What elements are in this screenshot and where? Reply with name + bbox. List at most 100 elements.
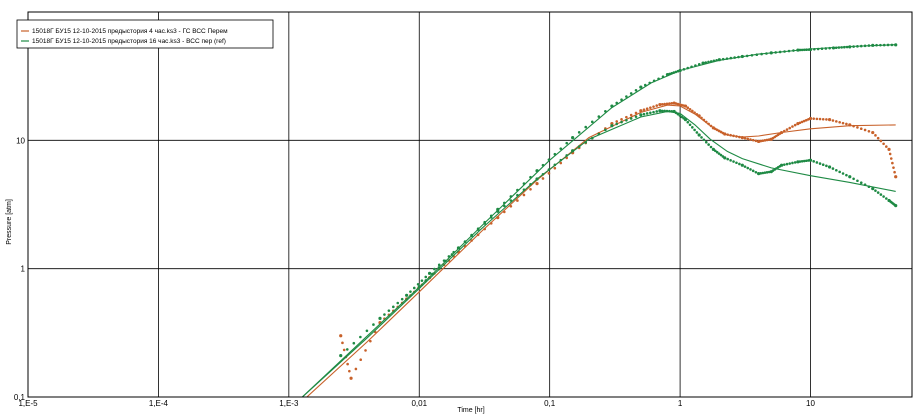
data-point: [629, 117, 633, 120]
plot-area: [301, 43, 898, 397]
plot-background: [28, 12, 912, 397]
data-point: [791, 125, 794, 128]
data-point: [763, 171, 767, 174]
data-point: [887, 147, 891, 151]
data-point: [686, 106, 690, 109]
data-point: [812, 160, 815, 163]
data-point: [749, 138, 752, 141]
data-point: [639, 85, 643, 89]
data-point: [785, 162, 789, 166]
data-point: [717, 152, 721, 155]
data-point: [541, 177, 545, 180]
data-point: [894, 204, 898, 208]
data-point: [516, 199, 519, 202]
data-point: [757, 172, 761, 176]
data-point: [729, 159, 732, 162]
data-point: [796, 122, 800, 126]
data-point: [812, 117, 815, 120]
data-point: [838, 120, 841, 124]
data-point: [876, 191, 880, 194]
data-point: [827, 118, 832, 122]
data-point: [707, 143, 710, 146]
series-line-1: [306, 104, 896, 397]
data-point: [688, 108, 692, 111]
data-point: [625, 118, 628, 122]
data-point: [369, 339, 372, 343]
data-point: [867, 129, 871, 133]
data-point: [535, 182, 539, 186]
data-point: [680, 115, 684, 119]
data-point: [424, 275, 428, 279]
x-tick-label: 1,E-4: [149, 399, 169, 408]
data-point: [571, 136, 575, 140]
data-point: [392, 305, 395, 309]
data-point: [553, 166, 557, 170]
data-point: [655, 110, 659, 113]
data-point: [802, 159, 806, 163]
data-point: [615, 122, 619, 126]
data-point: [848, 175, 852, 179]
series-line-5: [301, 44, 896, 397]
data-point: [584, 125, 588, 129]
data-point: [765, 171, 769, 174]
data-point: [663, 102, 666, 106]
data-point: [359, 358, 363, 361]
data-point: [798, 160, 802, 163]
data-point: [639, 113, 643, 117]
data-point: [387, 309, 391, 312]
data-point: [808, 158, 813, 162]
data-point: [738, 162, 741, 166]
data-point: [658, 102, 662, 107]
data-point: [841, 121, 845, 125]
data-point: [835, 120, 838, 123]
data-point: [704, 140, 708, 144]
series-line-3: [301, 110, 896, 397]
data-point: [818, 117, 822, 121]
legend-item-orange: 15018Г БУ15 12-10-2015 предыстория 4 час…: [32, 28, 228, 35]
data-point: [894, 175, 898, 179]
data-point: [383, 313, 386, 316]
data-point: [719, 153, 723, 157]
data-point: [845, 173, 848, 177]
data-point: [885, 145, 888, 148]
data-point: [339, 334, 343, 338]
x-tick-label: 1,E-3: [279, 399, 299, 408]
data-point: [879, 139, 883, 143]
data-point: [805, 159, 808, 163]
data-point: [620, 118, 623, 121]
data-point: [615, 120, 619, 123]
data-point: [400, 297, 404, 301]
data-point: [726, 157, 729, 161]
data-point: [420, 279, 424, 282]
data-point: [660, 109, 664, 113]
data-point: [642, 108, 646, 112]
data-point: [697, 133, 701, 137]
data-point: [715, 150, 719, 154]
y-tick-label: 1: [21, 265, 26, 274]
data-point: [751, 169, 755, 173]
data-point: [709, 145, 713, 149]
data-point: [702, 138, 706, 142]
data-point: [365, 329, 369, 333]
data-point: [892, 166, 895, 169]
data-point: [342, 348, 346, 352]
data-point: [620, 120, 623, 124]
plot-frame: [27, 11, 913, 398]
data-point: [378, 316, 382, 320]
tick-labels: 1,E-5 1,E-4 1,E-3 0,01 0,1 1 10 0,1 1 10: [14, 136, 816, 408]
data-point: [879, 193, 883, 196]
data-point: [639, 109, 643, 113]
data-point: [670, 102, 674, 105]
data-point: [655, 104, 659, 107]
data-point: [859, 127, 863, 131]
series-markers-0: [339, 101, 898, 380]
x-tick-label: 10: [806, 399, 815, 408]
data-point: [660, 103, 664, 106]
data-point: [529, 187, 532, 191]
data-point: [559, 147, 563, 150]
data-point: [416, 283, 420, 286]
data-point: [761, 139, 765, 143]
data-point: [815, 117, 819, 121]
data-point: [686, 120, 690, 124]
data-point: [700, 136, 703, 139]
